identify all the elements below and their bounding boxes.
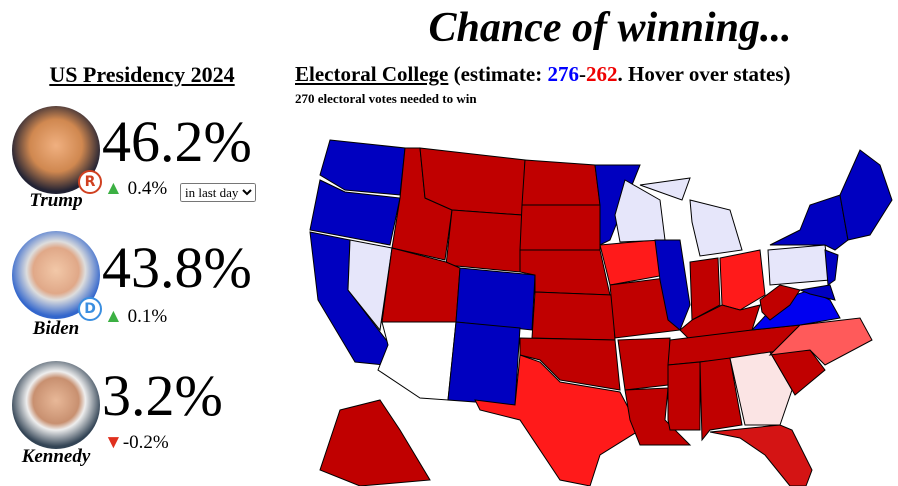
candidate-name: Biden <box>32 318 80 339</box>
candidate-percent: 46.2% <box>102 109 252 174</box>
state[interactable] <box>759 284 801 321</box>
candidate-change: ▲ 0.4% <box>104 178 168 199</box>
candidate-photo <box>12 361 100 449</box>
state[interactable] <box>824 249 839 286</box>
map-subtitle: 270 electoral votes needed to win <box>295 91 477 106</box>
state[interactable] <box>614 179 666 243</box>
state[interactable] <box>667 361 701 431</box>
period-select[interactable]: in last day <box>180 183 256 202</box>
state[interactable] <box>719 249 766 311</box>
dem-votes: 276 <box>547 62 579 86</box>
candidate-name: Kennedy <box>21 446 91 467</box>
separator: - <box>578 62 586 86</box>
page-title: Chance of winning... <box>428 5 792 51</box>
state[interactable] <box>309 179 401 246</box>
map-title-link: Electoral College <box>295 62 449 86</box>
state[interactable] <box>455 267 536 331</box>
party-badge: R <box>78 170 102 194</box>
estimate-suffix: . Hover over states) <box>617 62 791 86</box>
state[interactable] <box>319 139 406 196</box>
state[interactable] <box>709 424 813 486</box>
candidate-name: Trump <box>29 190 83 211</box>
party-badge: D <box>78 297 102 321</box>
change-value: 0.1% <box>127 306 168 327</box>
map-title: Electoral College (estimate: 276-262. Ho… <box>295 62 791 87</box>
state[interactable] <box>377 321 457 401</box>
state[interactable] <box>474 354 641 486</box>
state[interactable] <box>599 239 666 286</box>
candidate-change: ▲ 0.1% <box>104 306 168 327</box>
state[interactable] <box>531 291 616 341</box>
state[interactable] <box>519 204 601 251</box>
state[interactable] <box>617 337 671 391</box>
state[interactable] <box>445 209 523 273</box>
state[interactable] <box>639 177 691 201</box>
candidate-change: ▼-0.2% <box>104 432 169 453</box>
state[interactable] <box>729 351 793 426</box>
state[interactable] <box>689 199 743 257</box>
state[interactable] <box>447 321 521 406</box>
rep-votes: 262 <box>585 62 618 86</box>
state[interactable] <box>839 149 893 241</box>
change-value: 0.4% <box>127 178 168 199</box>
state[interactable] <box>769 194 849 251</box>
change-value: -0.2% <box>122 432 169 453</box>
candidate-percent: 43.8% <box>102 235 252 300</box>
states <box>309 139 893 486</box>
state[interactable] <box>521 159 601 206</box>
estimate-prefix: (estimate: <box>453 62 548 86</box>
state[interactable] <box>767 244 831 286</box>
state[interactable] <box>689 257 721 321</box>
state[interactable] <box>347 239 393 332</box>
state[interactable] <box>319 399 431 486</box>
candidate-percent: 3.2% <box>102 363 223 428</box>
state[interactable] <box>798 284 836 301</box>
panel-title: US Presidency 2024 <box>49 62 235 87</box>
state[interactable] <box>699 357 743 442</box>
